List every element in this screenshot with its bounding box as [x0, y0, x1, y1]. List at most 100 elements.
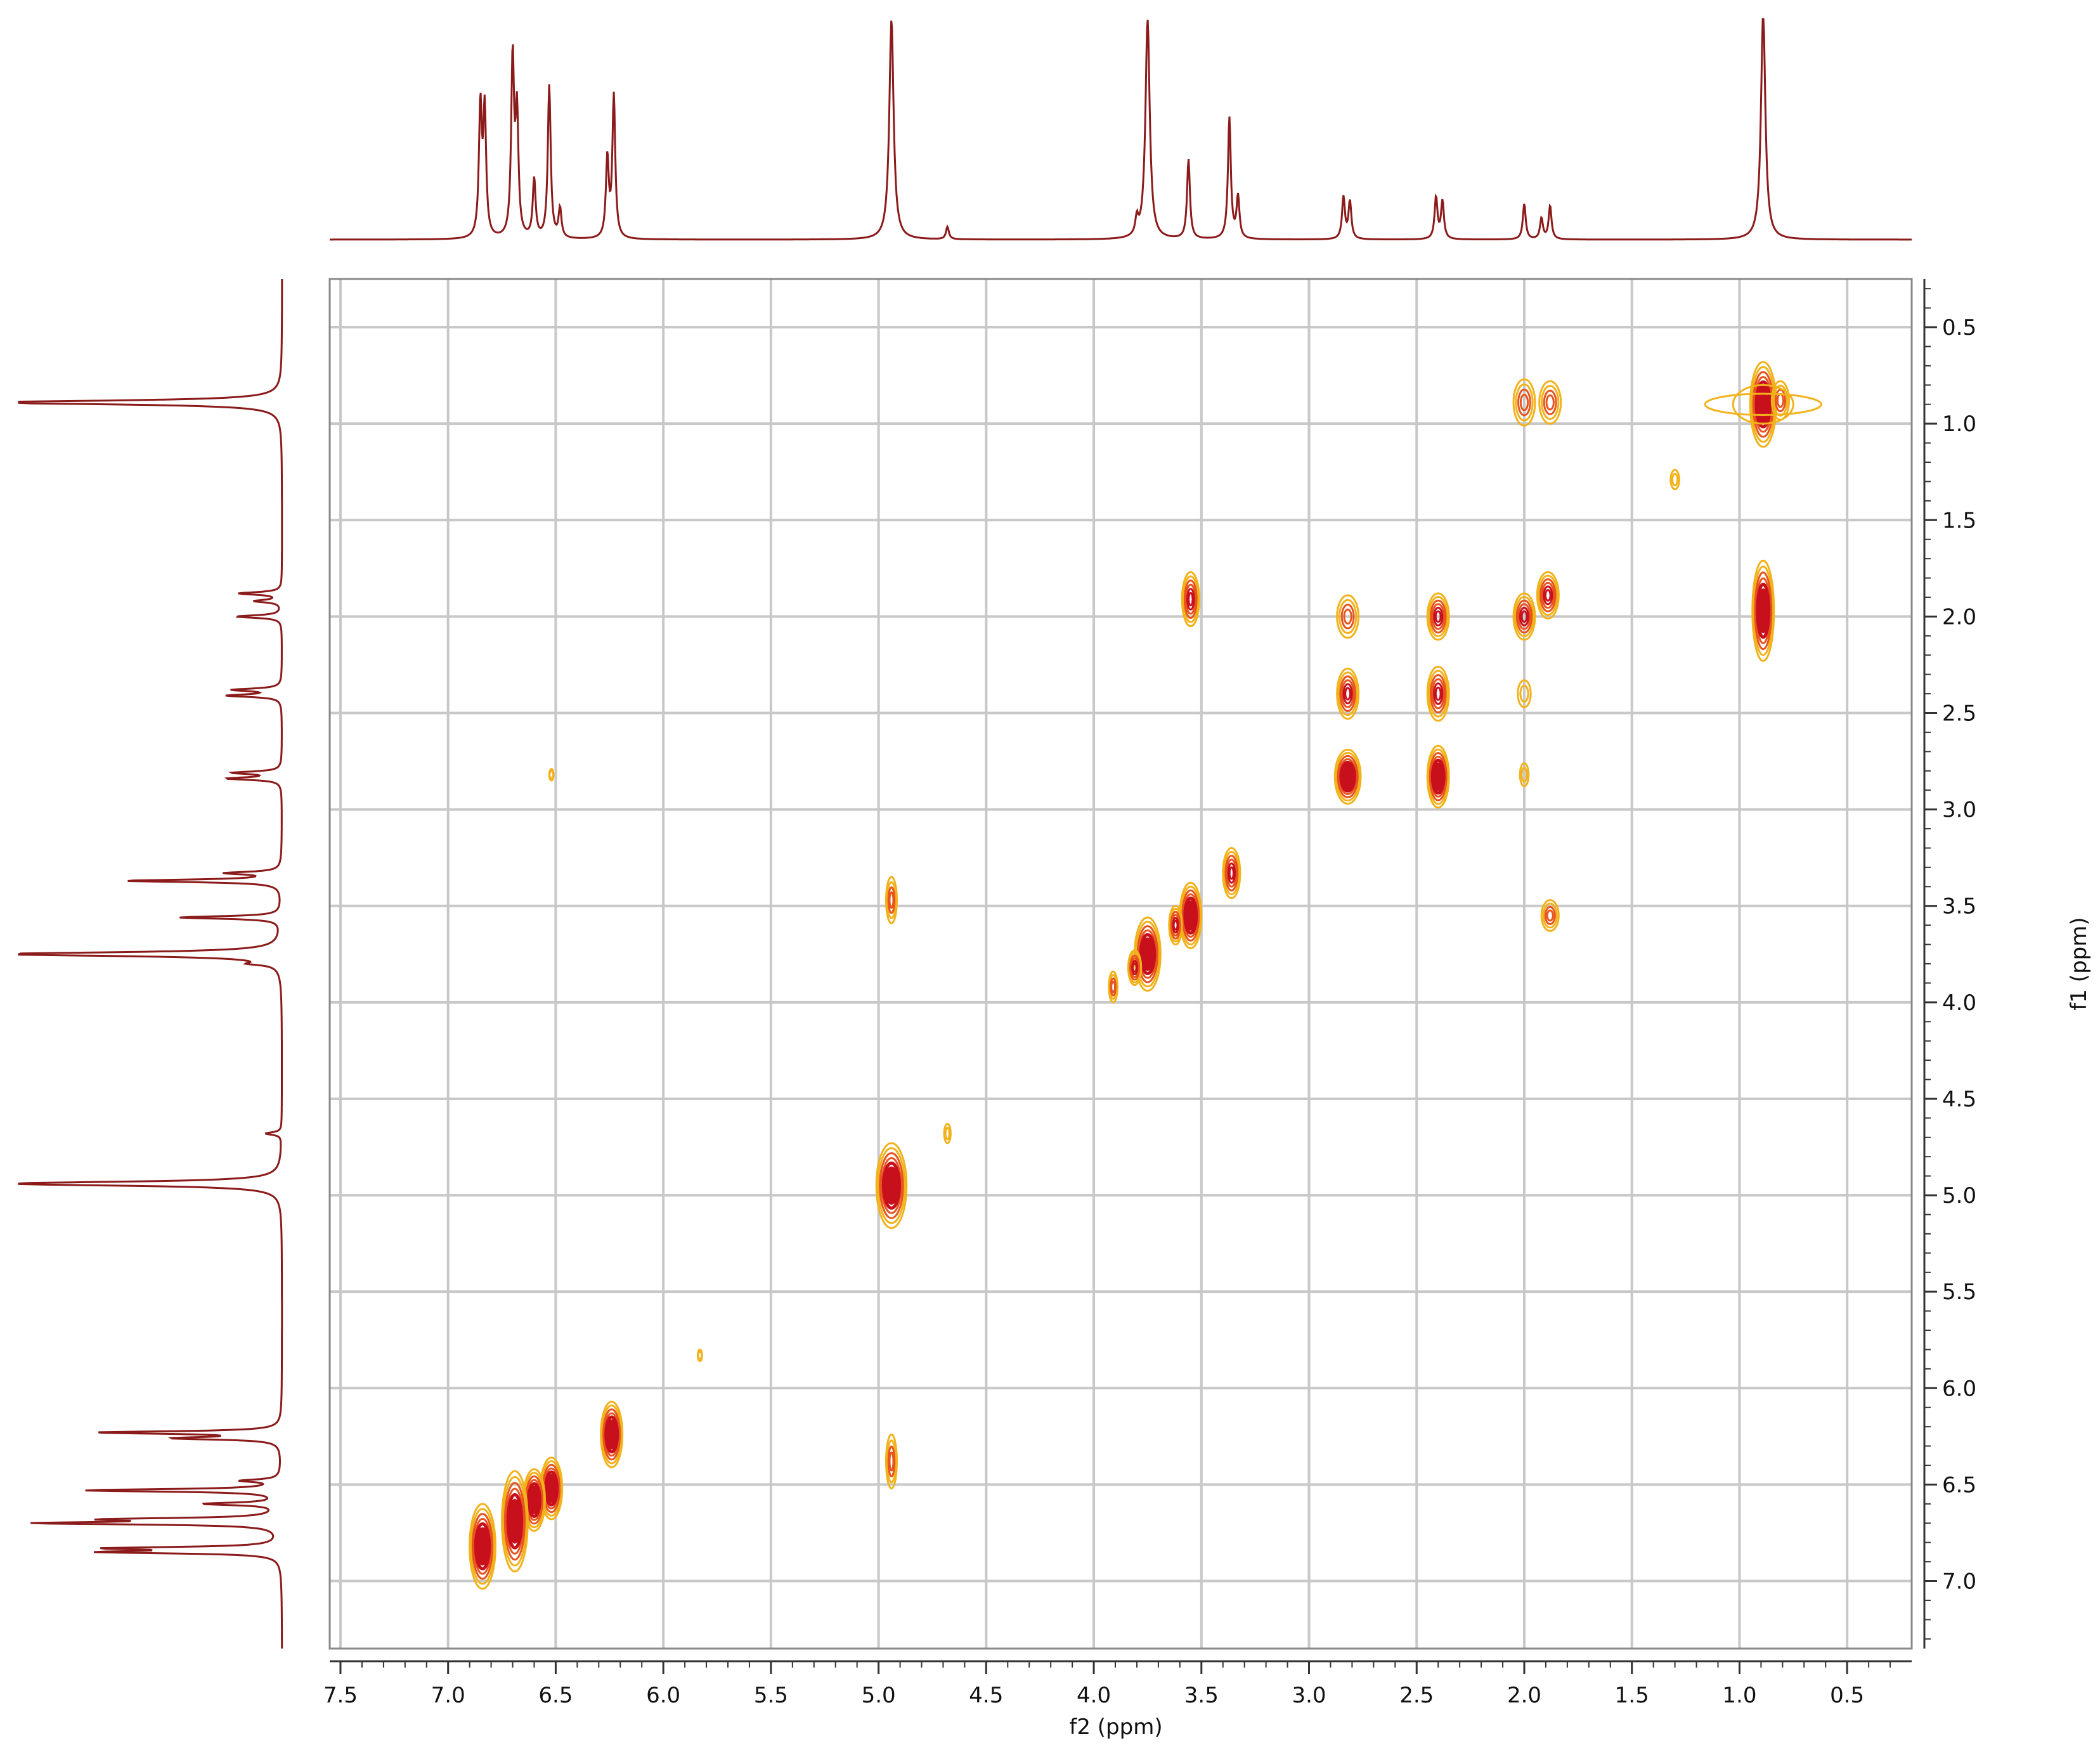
contour-ring [1222, 846, 1241, 900]
x-tick-label: 0.5 [1830, 1683, 1864, 1708]
contour-ring [1337, 755, 1359, 798]
cross-peak [1519, 762, 1530, 788]
x-tick-label: 2.5 [1399, 1683, 1434, 1708]
cross-peak [885, 876, 898, 924]
contour-ring [548, 770, 555, 779]
cross-peak [1181, 571, 1200, 628]
cross-peak [885, 1433, 898, 1489]
contour-ring [1336, 668, 1360, 720]
y-tick-label: 4.5 [1942, 1087, 1976, 1112]
cross-peak [1538, 380, 1562, 425]
x-tick-label: 3.5 [1184, 1683, 1219, 1708]
contour-core [1435, 762, 1441, 791]
contour-ring [1110, 980, 1117, 994]
contour-ring [1542, 902, 1558, 929]
contour-ring [1774, 389, 1786, 413]
x-tick-label: 5.0 [862, 1683, 896, 1708]
x-axis-title: f2 (ppm) [1069, 1714, 1162, 1740]
contour-ring [1127, 949, 1143, 986]
contour-ring [1431, 603, 1445, 630]
contour-plot [469, 361, 1822, 1590]
contour-ring [1227, 862, 1236, 884]
y-tick-label: 1.5 [1942, 508, 1976, 533]
left-spectrum-trace [18, 279, 283, 1649]
contour-ring [1772, 384, 1788, 417]
cross-peak [1512, 378, 1536, 427]
contour-wing [1704, 392, 1822, 416]
y-tick-label: 3.0 [1942, 798, 1976, 823]
contour-ring [1517, 679, 1532, 708]
contour-ring [1342, 683, 1353, 704]
contour-core [1344, 764, 1351, 789]
contour-ring [1134, 916, 1162, 992]
contour-ring [886, 1439, 897, 1484]
contour-core [531, 1486, 537, 1514]
contour-ring [1543, 389, 1557, 415]
cross-peak [1426, 744, 1450, 809]
contour-ring [503, 1482, 526, 1561]
contour-ring [471, 1513, 494, 1580]
cross-peak [1222, 846, 1241, 900]
cross-peak [1333, 748, 1362, 805]
y-tick-label: 5.5 [1942, 1280, 1976, 1305]
y-tick-label: 6.5 [1942, 1472, 1976, 1498]
contour-ring [1427, 748, 1449, 805]
contour-ring [602, 1408, 621, 1461]
cross-peak [1770, 380, 1791, 421]
cross-peak [875, 1142, 908, 1229]
contour-ring [1181, 571, 1200, 628]
contour-ring [601, 1404, 623, 1465]
x-tick-label: 6.0 [646, 1683, 680, 1708]
contour-ring [1776, 393, 1784, 408]
contour-ring [1340, 604, 1355, 630]
x-tick-label: 1.0 [1722, 1683, 1756, 1708]
contour-ring [1429, 599, 1447, 634]
cross-peak [1536, 571, 1560, 619]
plot-frame [328, 278, 1913, 1650]
cross-peak [1168, 905, 1183, 946]
contour-ring [888, 891, 895, 909]
contour-ring [1170, 911, 1181, 940]
y-tick-label: 1.0 [1942, 412, 1976, 437]
contour-ring [881, 1161, 902, 1210]
top-1d-projection-spectrum [330, 18, 1912, 241]
contour-ring [1344, 687, 1352, 701]
cross-peak [1517, 679, 1532, 708]
contour-ring [1172, 919, 1179, 931]
contour-ring [1539, 578, 1557, 612]
contour-ring [600, 1401, 624, 1468]
x-axis: 7.5 7.0 6.5 6.0 5.5 5.0 4.5 4.0 3.5 3.0 2.5 2.0 1.5 1… [323, 1660, 1912, 1708]
cross-peak [469, 1503, 496, 1590]
contour-ring [1183, 580, 1198, 619]
cross-peak [1127, 949, 1143, 986]
contour-ring [1182, 575, 1199, 623]
contour-ring [888, 1451, 895, 1472]
contour-ring [470, 1508, 495, 1585]
contour-ring [944, 1127, 950, 1141]
x-tick-label: 1.5 [1615, 1683, 1649, 1708]
contour-ring [1546, 909, 1554, 922]
contour-ring [1519, 606, 1530, 626]
contour-ring [1168, 905, 1183, 946]
contour-ring [1669, 469, 1680, 491]
contour-core [609, 1420, 614, 1449]
contour-ring [1185, 583, 1196, 615]
contour-ring [885, 1433, 898, 1489]
contour-ring [1181, 889, 1200, 942]
cross-peak [943, 1123, 952, 1144]
x-tick-label: 7.5 [323, 1683, 358, 1708]
contour-ring [875, 1142, 908, 1229]
contour-ring [502, 1475, 528, 1567]
cross-peak [1336, 668, 1360, 720]
cross-peak [600, 1401, 624, 1468]
contour-ring [1108, 974, 1118, 1000]
contour-ring [1512, 592, 1536, 641]
cross-peak [1512, 592, 1536, 641]
cross-peak [1336, 594, 1360, 639]
contour-ring [1541, 581, 1555, 609]
contour-ring [1434, 610, 1442, 623]
contour-ring [1431, 678, 1445, 710]
contour-ring [1433, 606, 1444, 626]
contour-ring [1343, 608, 1352, 625]
